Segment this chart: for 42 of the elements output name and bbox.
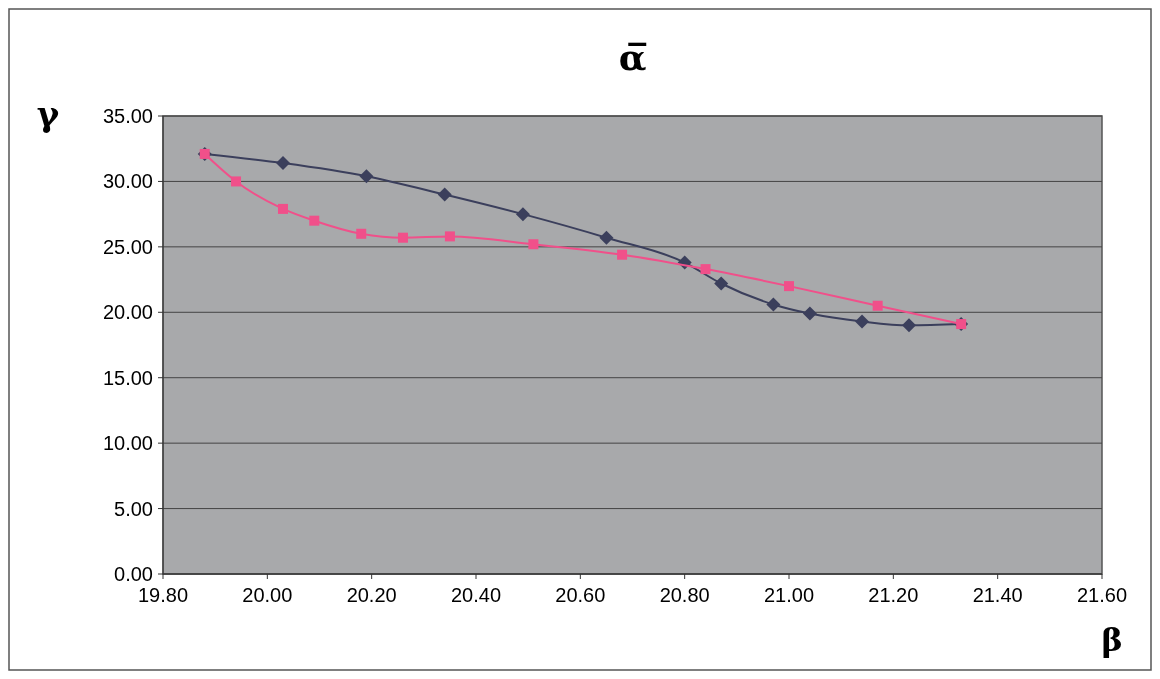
point	[784, 281, 794, 292]
point	[872, 300, 883, 311]
y-tick-label: 0.00	[114, 563, 153, 585]
y-tick-label: 15.00	[102, 366, 153, 389]
x-tick-label: 20.20	[346, 584, 397, 606]
x-tick-label: 20.40	[450, 584, 502, 606]
point	[231, 176, 242, 187]
x-tick-label: 20.00	[242, 584, 293, 606]
point	[528, 239, 539, 250]
x-tick-label: 21.00	[763, 584, 815, 606]
point	[275, 156, 290, 171]
point	[766, 297, 781, 312]
point	[356, 228, 367, 239]
point	[397, 232, 408, 243]
y-tick-label: 5.00	[114, 497, 153, 520]
y-tick-label: 30.00	[102, 170, 153, 193]
point	[277, 203, 288, 214]
point	[515, 207, 530, 222]
y-axis-title: γ	[36, 94, 60, 134]
point	[802, 306, 817, 321]
y-tick-label: 25.00	[102, 235, 153, 258]
y-tick-label: 10.00	[102, 432, 153, 455]
point	[309, 215, 320, 226]
point	[855, 314, 870, 329]
point	[901, 318, 916, 333]
point	[700, 264, 711, 275]
x-tick-label: 20.60	[555, 584, 606, 606]
x-tick-label: 20.80	[659, 584, 710, 606]
y-tick-label: 35.00	[102, 105, 153, 127]
point	[437, 187, 452, 202]
point	[444, 231, 455, 242]
x-axis-title: β	[1101, 621, 1123, 659]
x-tick-label: 19.80	[137, 584, 189, 606]
point	[617, 249, 628, 260]
point	[599, 230, 614, 245]
x-tick-label: 21.40	[972, 584, 1023, 606]
x-tick-label: 21.20	[868, 584, 919, 606]
x-tick-label: 21.60	[1076, 584, 1128, 606]
y-tick-label: 20.00	[102, 301, 153, 324]
chart-title: α̅	[618, 36, 647, 78]
point	[359, 169, 374, 184]
point	[714, 276, 729, 291]
